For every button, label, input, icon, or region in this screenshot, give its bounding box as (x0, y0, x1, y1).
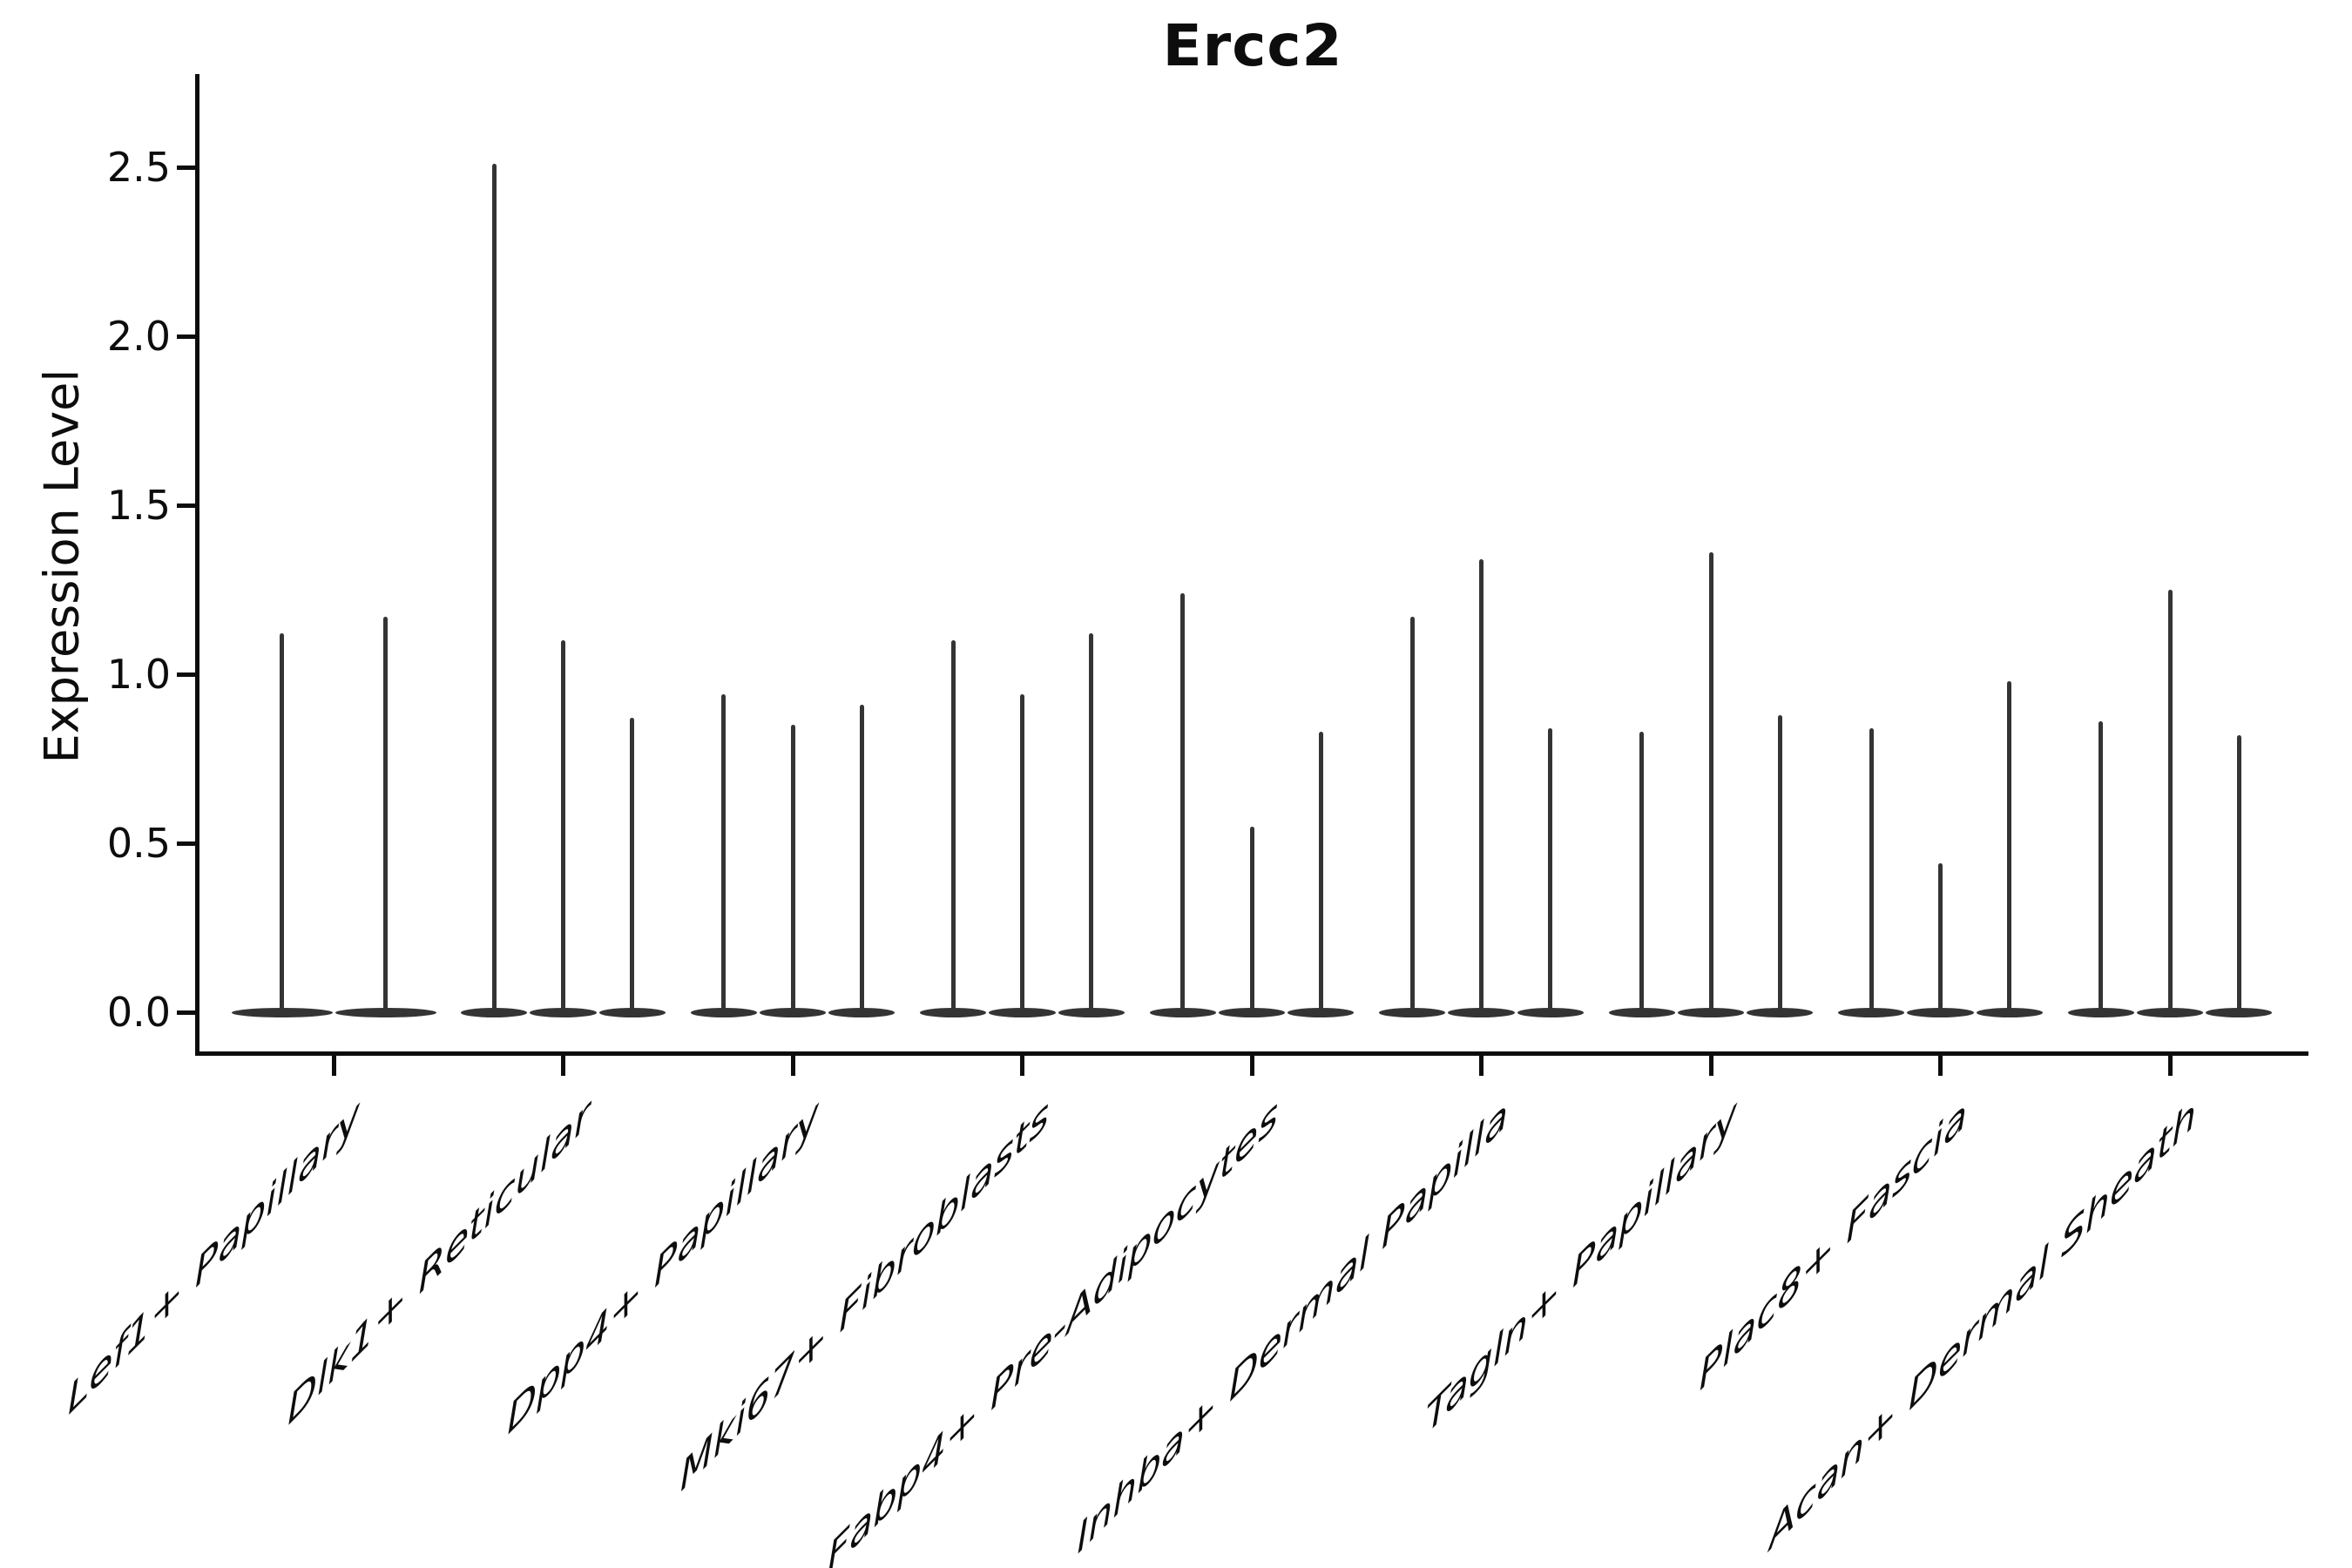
violin-base (1448, 1007, 1515, 1017)
x-tick-label: Fabp4+ Pre-Adipocytes (827, 1089, 1278, 1568)
violin-base (759, 1007, 827, 1017)
x-tick-mark (1479, 1056, 1484, 1076)
violin-spike (2099, 721, 2104, 1012)
violin-base (530, 1007, 597, 1017)
violin-spike (491, 164, 497, 1012)
violin-base (1379, 1007, 1446, 1017)
violin-base (1608, 1007, 1675, 1017)
violin-base (1838, 1007, 1905, 1017)
x-tick-label: Acan+ Dermal Sheath (1768, 1089, 2196, 1561)
x-tick-mark (1938, 1056, 1943, 1076)
violin-base (1149, 1007, 1216, 1017)
x-tick-label: Inhba+ Dermal Papilla (1076, 1089, 1508, 1565)
violin-base (1218, 1007, 1286, 1017)
violin-base (2067, 1007, 2134, 1017)
y-axis-spine (195, 74, 199, 1056)
violin-base (461, 1007, 528, 1017)
y-tick-label: 1.0 (106, 651, 171, 698)
x-tick-mark (1020, 1056, 1024, 1076)
violin-base (1976, 1007, 2043, 1017)
y-tick-label: 2.0 (106, 313, 171, 360)
violin-base (598, 1007, 666, 1017)
violin-spike (1548, 728, 1553, 1012)
violin-base (335, 1007, 436, 1017)
violin-spike (790, 725, 795, 1012)
violin-base (1517, 1007, 1584, 1017)
violin-spike (630, 718, 635, 1012)
chart-title: Ercc2 (1162, 12, 1343, 79)
x-tick-label: Mki67+ Fibroblasts (679, 1089, 1049, 1503)
violin-spike (561, 640, 565, 1012)
violin-spike (280, 633, 284, 1012)
x-tick-mark (561, 1056, 565, 1076)
violin-spike (1180, 592, 1186, 1012)
violin-spike (1020, 694, 1024, 1012)
violin-spike (1249, 826, 1254, 1012)
x-tick-mark (1708, 1056, 1713, 1076)
violin-spike (1089, 633, 1094, 1012)
violin-spike (950, 640, 956, 1012)
violin-spike (1777, 714, 1782, 1012)
x-tick-mark (2167, 1056, 2173, 1076)
y-axis-title: Expression Level (34, 368, 90, 764)
violin-base (920, 1007, 987, 1017)
violin-spike (1409, 617, 1415, 1012)
x-tick-label: Lef1+ Papillary (67, 1089, 360, 1426)
y-tick-mark (177, 1010, 195, 1015)
y-tick-mark (177, 672, 195, 677)
x-tick-label: Plac8+ Fascia (1699, 1089, 1967, 1402)
x-axis-spine (195, 1051, 2308, 1056)
y-tick-mark (177, 503, 195, 508)
violin-base (989, 1007, 1056, 1017)
violin-base (1747, 1007, 1814, 1017)
violin-base (828, 1007, 896, 1017)
x-tick-mark (1249, 1056, 1254, 1076)
violin-spike (383, 617, 388, 1012)
violin-base (1288, 1007, 1355, 1017)
violin-spike (1869, 728, 1874, 1012)
y-tick-mark (177, 841, 195, 846)
violin-base (690, 1007, 757, 1017)
violin-base (2136, 1007, 2204, 1017)
violin-spike (2167, 590, 2173, 1012)
x-tick-label: Tagln+ Papillary (1425, 1089, 1737, 1445)
violin-spike (1479, 559, 1484, 1012)
violin-base (1677, 1007, 1745, 1017)
violin-spike (2007, 680, 2012, 1012)
y-tick-label: 2.5 (106, 144, 171, 191)
x-tick-mark (331, 1056, 336, 1076)
x-tick-mark (790, 1056, 795, 1076)
y-tick-mark (177, 165, 195, 170)
violin-spike (1318, 731, 1323, 1012)
violin-spike (2236, 734, 2241, 1012)
y-tick-label: 1.5 (106, 482, 171, 529)
violin-spike (1639, 731, 1645, 1012)
x-tick-label: Dpp4+ Papillary (507, 1089, 819, 1445)
violin-base (231, 1007, 333, 1017)
y-tick-label: 0.5 (106, 820, 171, 867)
y-tick-label: 0.0 (106, 989, 171, 1036)
violin-spike (1938, 863, 1943, 1012)
violin-base (1058, 1007, 1125, 1017)
violin-base (1907, 1007, 1974, 1017)
violin-spike (859, 704, 864, 1012)
violin-spike (1708, 552, 1713, 1012)
violin-base (2206, 1007, 2273, 1017)
violin-spike (721, 694, 727, 1012)
y-tick-mark (177, 334, 195, 339)
